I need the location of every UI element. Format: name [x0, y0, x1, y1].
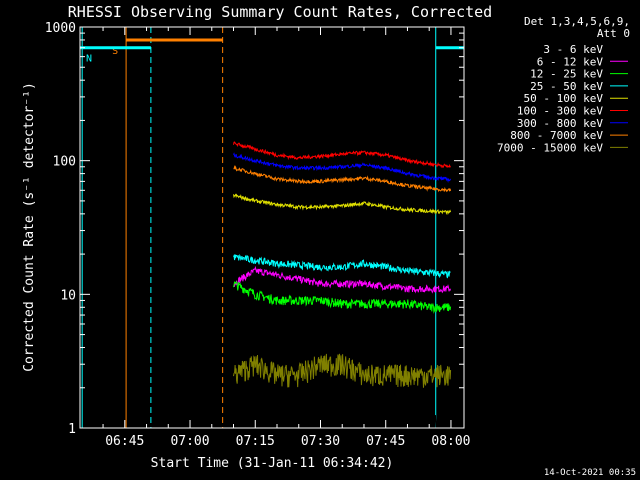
- x-tick-label: 07:15: [236, 434, 275, 449]
- legend-item-label: 50 - 100 keV: [524, 92, 604, 105]
- legend-header-attenuator: Att 0: [597, 27, 630, 40]
- series-line-6: [233, 152, 452, 183]
- plot-inner: SN: [80, 27, 464, 428]
- legend-header-detectors: Det 1,3,4,5,6,9,: [524, 15, 630, 28]
- series-line-4: [233, 193, 452, 216]
- legend-item-label: 7000 - 15000 keV: [497, 141, 603, 154]
- legend-item-label: 12 - 25 keV: [530, 68, 603, 81]
- x-tick-label: 08:00: [431, 434, 470, 449]
- legend-item-label: 25 - 50 keV: [530, 80, 603, 93]
- x-axis-ticks: 06:45 07:00 07:15 07:30 07:45 08:00: [102, 27, 471, 449]
- x-tick-label: 07:00: [170, 434, 209, 449]
- y-tick-label: 100: [53, 155, 76, 170]
- y-tick-label: 1000: [45, 21, 76, 36]
- x-tick-label: 06:45: [105, 434, 144, 449]
- legend-item-label: 100 - 300 keV: [517, 105, 603, 118]
- x-tick-label: 07:45: [366, 434, 405, 449]
- plot-frame: [79, 26, 465, 429]
- y-axis-ticks: 1 10 100 1000: [45, 21, 464, 437]
- series-line-2: [233, 281, 452, 314]
- legend-item-label: 300 - 800 keV: [517, 117, 603, 130]
- flag-label-n: N: [86, 54, 92, 65]
- legend-item-label: 800 - 7000 keV: [510, 129, 603, 142]
- series-line-5: [233, 141, 451, 169]
- plot-area: SN: [79, 26, 465, 429]
- x-tick-label: 07:30: [301, 434, 340, 449]
- y-tick-label: 1: [68, 422, 76, 437]
- series-line-8: [233, 353, 452, 388]
- legend-item-label: 6 - 12 keV: [537, 55, 604, 68]
- y-tick-label: 10: [60, 288, 76, 303]
- series-line-1: [233, 265, 452, 294]
- series-line-7: [233, 165, 452, 193]
- generation-timestamp: 14-Oct-2021 00:35: [544, 468, 636, 478]
- series-line-3: [233, 253, 451, 279]
- chart-title: RHESSI Observing Summary Count Rates, Co…: [68, 3, 492, 21]
- x-axis-label: Start Time (31-Jan-11 06:34:42): [151, 456, 394, 471]
- y-axis-label: Corrected Count Rate (s⁻¹ detector⁻¹): [22, 82, 37, 372]
- legend-item-label: 3 - 6 keV: [543, 43, 603, 56]
- flag-label-s: S: [112, 46, 118, 57]
